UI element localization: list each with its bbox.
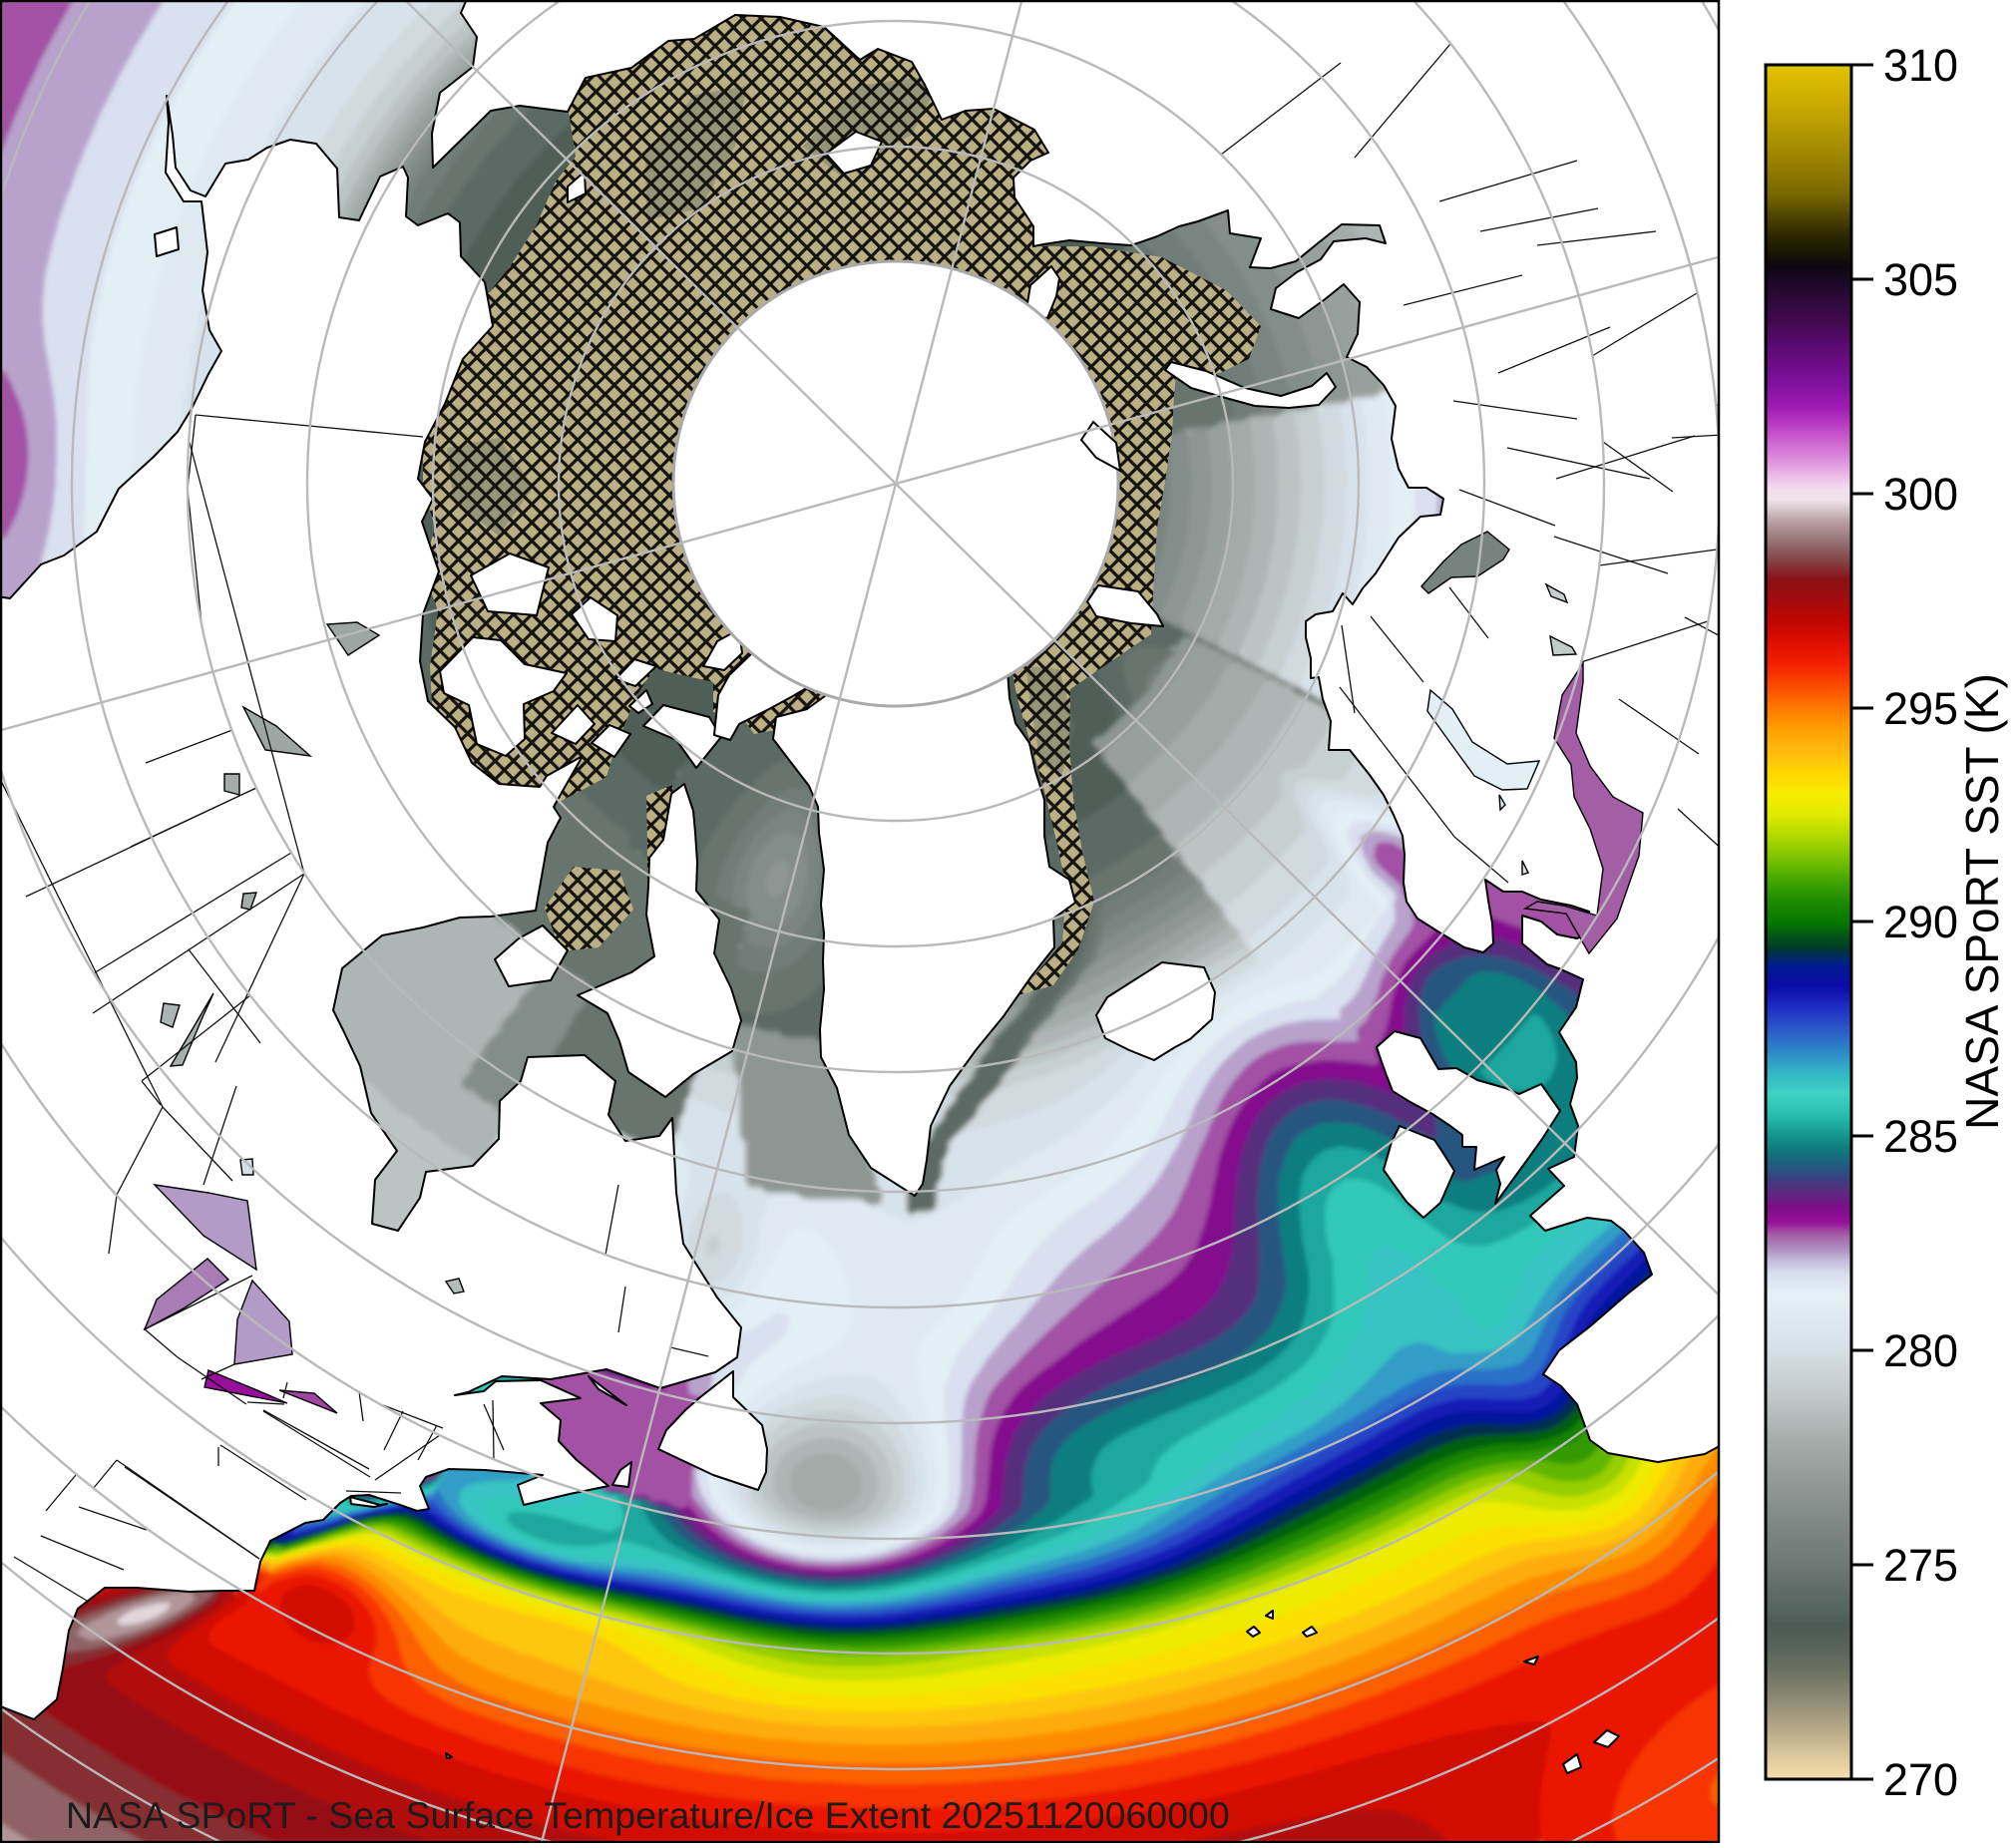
svg-text:270: 270 (1883, 1754, 1958, 1805)
svg-text:275: 275 (1883, 1540, 1958, 1591)
svg-text:280: 280 (1883, 1325, 1958, 1376)
svg-text:285: 285 (1883, 1111, 1958, 1162)
svg-text:290: 290 (1883, 897, 1958, 947)
svg-text:NASA SPoRT SST (K): NASA SPoRT SST (K) (1956, 673, 2008, 1130)
svg-text:300: 300 (1883, 469, 1958, 520)
svg-text:305: 305 (1883, 254, 1958, 305)
svg-text:310: 310 (1883, 40, 1958, 91)
svg-text:295: 295 (1883, 683, 1958, 734)
svg-text:NASA SPoRT - Sea Surface Tempe: NASA SPoRT - Sea Surface Temperature/Ice… (66, 1794, 1230, 1836)
